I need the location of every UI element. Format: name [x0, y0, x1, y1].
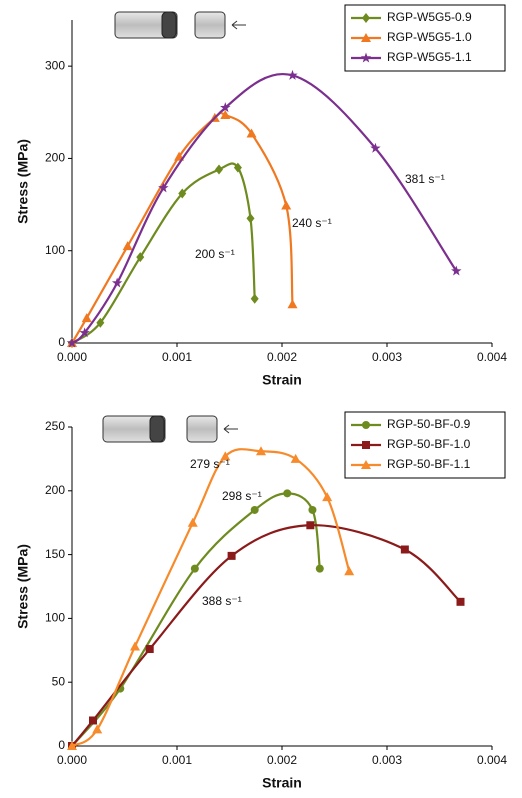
annotation: 298 s⁻¹	[222, 489, 262, 503]
marker	[250, 505, 259, 514]
marker	[456, 597, 465, 606]
marker	[96, 317, 105, 328]
y-tick-label: 0	[58, 335, 65, 349]
marker	[344, 566, 355, 576]
y-tick-label: 0	[58, 738, 65, 752]
marker	[187, 517, 198, 527]
legend-label: RGP-50-BF-1.0	[387, 437, 471, 451]
marker	[306, 521, 315, 530]
marker	[89, 716, 97, 725]
marker	[66, 337, 78, 348]
marker	[246, 213, 255, 224]
marker	[315, 564, 324, 573]
y-axis-label: Stress (MPa)	[15, 139, 31, 224]
x-tick-label: 0.004	[477, 350, 507, 364]
marker	[322, 492, 333, 502]
legend-label: RGP-50-BF-0.9	[387, 417, 471, 431]
marker	[400, 545, 409, 554]
marker	[246, 128, 257, 138]
specimen-icon	[114, 11, 246, 39]
marker	[79, 327, 90, 338]
marker	[362, 421, 370, 429]
annotation: 388 s⁻¹	[202, 594, 242, 608]
marker	[370, 142, 381, 153]
marker	[290, 453, 301, 463]
annotation: 200 s⁻¹	[195, 247, 235, 261]
x-tick-label: 0.000	[57, 350, 87, 364]
marker	[215, 164, 223, 175]
x-tick-label: 0.004	[477, 753, 507, 767]
marker	[287, 69, 298, 80]
x-tick-label: 0.001	[162, 350, 192, 364]
marker	[308, 505, 317, 514]
marker	[256, 446, 266, 456]
marker	[250, 293, 259, 304]
marker	[360, 52, 372, 63]
marker	[145, 645, 154, 654]
marker	[227, 551, 236, 560]
annotation: 279 s⁻¹	[190, 457, 230, 471]
series-line	[71, 524, 462, 747]
marker	[67, 741, 77, 750]
y-tick-label: 150	[45, 547, 65, 561]
annotation: 240 s⁻¹	[292, 216, 332, 230]
annotation: 381 s⁻¹	[405, 172, 445, 186]
marker	[111, 277, 123, 288]
marker	[451, 265, 462, 276]
legend-label: RGP-W5G5-1.1	[387, 50, 472, 64]
legend-label: RGP-W5G5-0.9	[387, 10, 472, 24]
x-tick-label: 0.003	[372, 350, 402, 364]
x-tick-label: 0.002	[267, 350, 297, 364]
marker	[361, 460, 371, 469]
x-axis-label: Strain	[262, 372, 302, 388]
legend-label: RGP-W5G5-1.0	[387, 30, 472, 44]
marker	[362, 441, 370, 449]
marker	[220, 110, 231, 120]
y-tick-label: 300	[45, 58, 65, 72]
legend-label: RGP-50-BF-1.1	[387, 457, 471, 471]
y-tick-label: 50	[52, 674, 66, 688]
y-tick-label: 200	[45, 151, 65, 165]
marker	[130, 641, 140, 651]
y-tick-label: 250	[45, 419, 65, 433]
x-tick-label: 0.003	[372, 753, 402, 767]
marker	[220, 451, 231, 461]
marker	[136, 252, 145, 263]
marker	[220, 102, 231, 113]
marker	[92, 724, 103, 734]
marker	[361, 33, 371, 42]
series-line	[71, 111, 294, 344]
marker	[190, 564, 199, 573]
y-tick-label: 100	[45, 611, 65, 625]
x-tick-label: 0.002	[267, 753, 297, 767]
y-axis-label: Stress (MPa)	[15, 544, 31, 629]
series-line	[71, 73, 458, 344]
marker	[281, 200, 292, 210]
marker	[122, 241, 133, 251]
x-tick-label: 0.001	[162, 753, 192, 767]
y-tick-label: 200	[45, 483, 65, 497]
marker	[233, 162, 242, 173]
series-line	[71, 448, 351, 747]
y-tick-label: 100	[45, 243, 65, 257]
marker	[158, 182, 169, 193]
specimen-icon	[102, 415, 238, 443]
marker	[81, 313, 92, 323]
marker	[178, 188, 187, 199]
marker	[362, 13, 370, 23]
x-axis-label: Strain	[262, 775, 302, 791]
marker	[283, 489, 292, 498]
x-tick-label: 0.000	[57, 753, 87, 767]
marker	[287, 299, 298, 309]
